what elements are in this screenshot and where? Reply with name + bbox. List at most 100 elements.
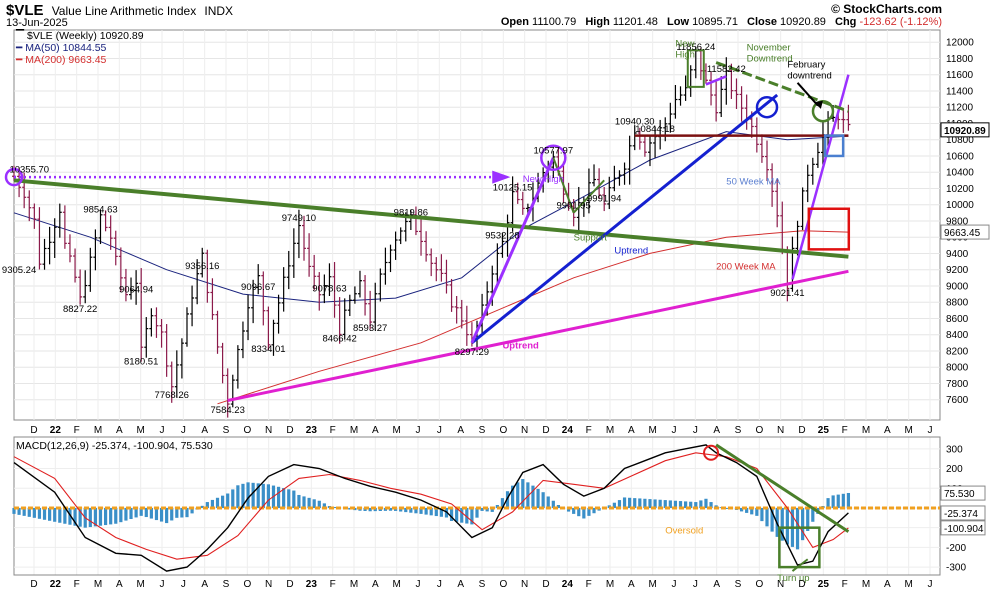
macd-histogram-bar (587, 507, 591, 516)
price-bar (184, 307, 189, 347)
moving-averages (13, 131, 849, 405)
macd-histogram-bar (215, 497, 220, 508)
price-tick-label: 11400 (946, 86, 974, 97)
price-tick-label: 9400 (946, 249, 969, 260)
price-bar (296, 209, 301, 259)
macd-tick-label: -300 (946, 563, 966, 574)
macd-time-tick-label: M (350, 579, 358, 590)
price-bar (775, 178, 780, 228)
macd-histogram-bar (765, 507, 769, 527)
macd-histogram-bar (663, 500, 667, 508)
macd-histogram-bar (73, 507, 77, 526)
price-bar (103, 210, 108, 232)
macd-panel (13, 436, 941, 576)
macd-time-tick-label: J (672, 579, 677, 590)
price-bar (719, 76, 724, 118)
price-bar (256, 264, 261, 295)
price-bar (841, 108, 846, 133)
macd-histogram-bar (200, 505, 204, 508)
price-bar (42, 238, 47, 270)
time-tick-label: M (606, 425, 614, 436)
macd-histogram-bar (617, 500, 622, 508)
price-tick-label: 8600 (946, 314, 969, 325)
macd-histogram-bar (114, 507, 118, 524)
macd-histogram-bar (63, 507, 67, 524)
annotation-line: New (675, 38, 694, 49)
price-bar (347, 294, 352, 317)
macd-histogram-bar (287, 489, 291, 508)
annotation: New High (523, 174, 564, 185)
macd-histogram-bar (119, 507, 123, 523)
time-tick-label: N (777, 425, 784, 436)
price-tick-label: 11200 (946, 103, 974, 114)
macd-histogram-bar (516, 482, 520, 508)
price-bar (302, 215, 307, 261)
price-bar (73, 248, 78, 283)
price-tick-label: 7800 (946, 379, 969, 390)
macd-histogram-bar (694, 502, 698, 508)
close-label: Close (747, 16, 777, 28)
macd-histogram-bar (531, 485, 535, 508)
time-tick-label: F (586, 425, 592, 436)
price-tick-label: 9000 (946, 281, 969, 292)
price-label: 9749.10 (282, 213, 316, 224)
legend-ma200: ━ MA(200) 9663.45 (16, 54, 107, 66)
macd-title: MACD(12,26,9) -25.374, -100.904, 75.530 (16, 440, 213, 452)
symbol: $VLE (6, 2, 44, 19)
macd-histogram-bar (251, 482, 255, 508)
february-arrow-shaft (796, 82, 819, 107)
macd-time-tick-label: F (330, 579, 336, 590)
price-bar (190, 285, 195, 327)
macd-histogram-bar (37, 507, 42, 519)
macd-badge-label: -25.374 (944, 509, 978, 520)
macd-badge (940, 485, 986, 501)
price-badge-label: 10920.89 (944, 126, 986, 137)
annotation: Uptrend (614, 245, 648, 256)
price-bar (495, 243, 500, 285)
price-frame (13, 29, 941, 421)
price-bar (337, 297, 342, 344)
price-bar (663, 117, 668, 142)
turn-up-box (778, 526, 821, 569)
price-label: 9078.63 (312, 284, 346, 295)
new-high-circle (540, 144, 567, 171)
macd-time-tick-label: 23 (306, 579, 318, 590)
macd-time-tick-label: O (243, 579, 251, 590)
price-bar (266, 306, 271, 351)
macd-histogram-bar (521, 479, 525, 508)
price-bar (195, 259, 200, 305)
macd-histogram-bar (93, 507, 98, 527)
price-bar (210, 278, 215, 320)
time-tick-label: F (842, 425, 848, 436)
price-bar (149, 308, 154, 337)
time-tick-label: M (862, 425, 870, 436)
price-bar (388, 244, 393, 273)
time-tick-label: J (928, 425, 933, 436)
price-bar (744, 94, 749, 130)
macd-histogram-bar (566, 507, 571, 512)
price-label: 8466.42 (322, 333, 356, 344)
macd-histogram-bar (699, 500, 703, 508)
long-downtrend-line (13, 178, 849, 259)
macd-time-tick-label: J (928, 579, 933, 590)
macd-histogram-bar (831, 495, 835, 508)
support-rebound-line (572, 179, 605, 214)
macd-histogram-bar (465, 507, 469, 524)
macd-histogram-bar (511, 485, 515, 508)
macd-histogram-bar (439, 507, 443, 517)
price-bar (622, 162, 627, 185)
price-bar (276, 294, 281, 334)
macd-time-tick-label: N (521, 579, 528, 590)
legend-ma50: ━ MA(50) 10844.55 (16, 42, 107, 54)
annotation: February downtrend (787, 59, 831, 81)
macd-histogram-bar (282, 488, 286, 508)
macd-badge-label: -100.904 (944, 524, 984, 535)
macd-histogram-bar (750, 507, 754, 515)
price-label: 11582.42 (707, 64, 746, 75)
price-label: 9305.24 (2, 265, 36, 276)
macd-time-tick-label: A (884, 579, 891, 590)
macd-histogram-bar (709, 502, 713, 508)
price-bar (459, 299, 464, 329)
price-bar (159, 319, 164, 348)
close-value: 10920.89 (780, 16, 826, 28)
